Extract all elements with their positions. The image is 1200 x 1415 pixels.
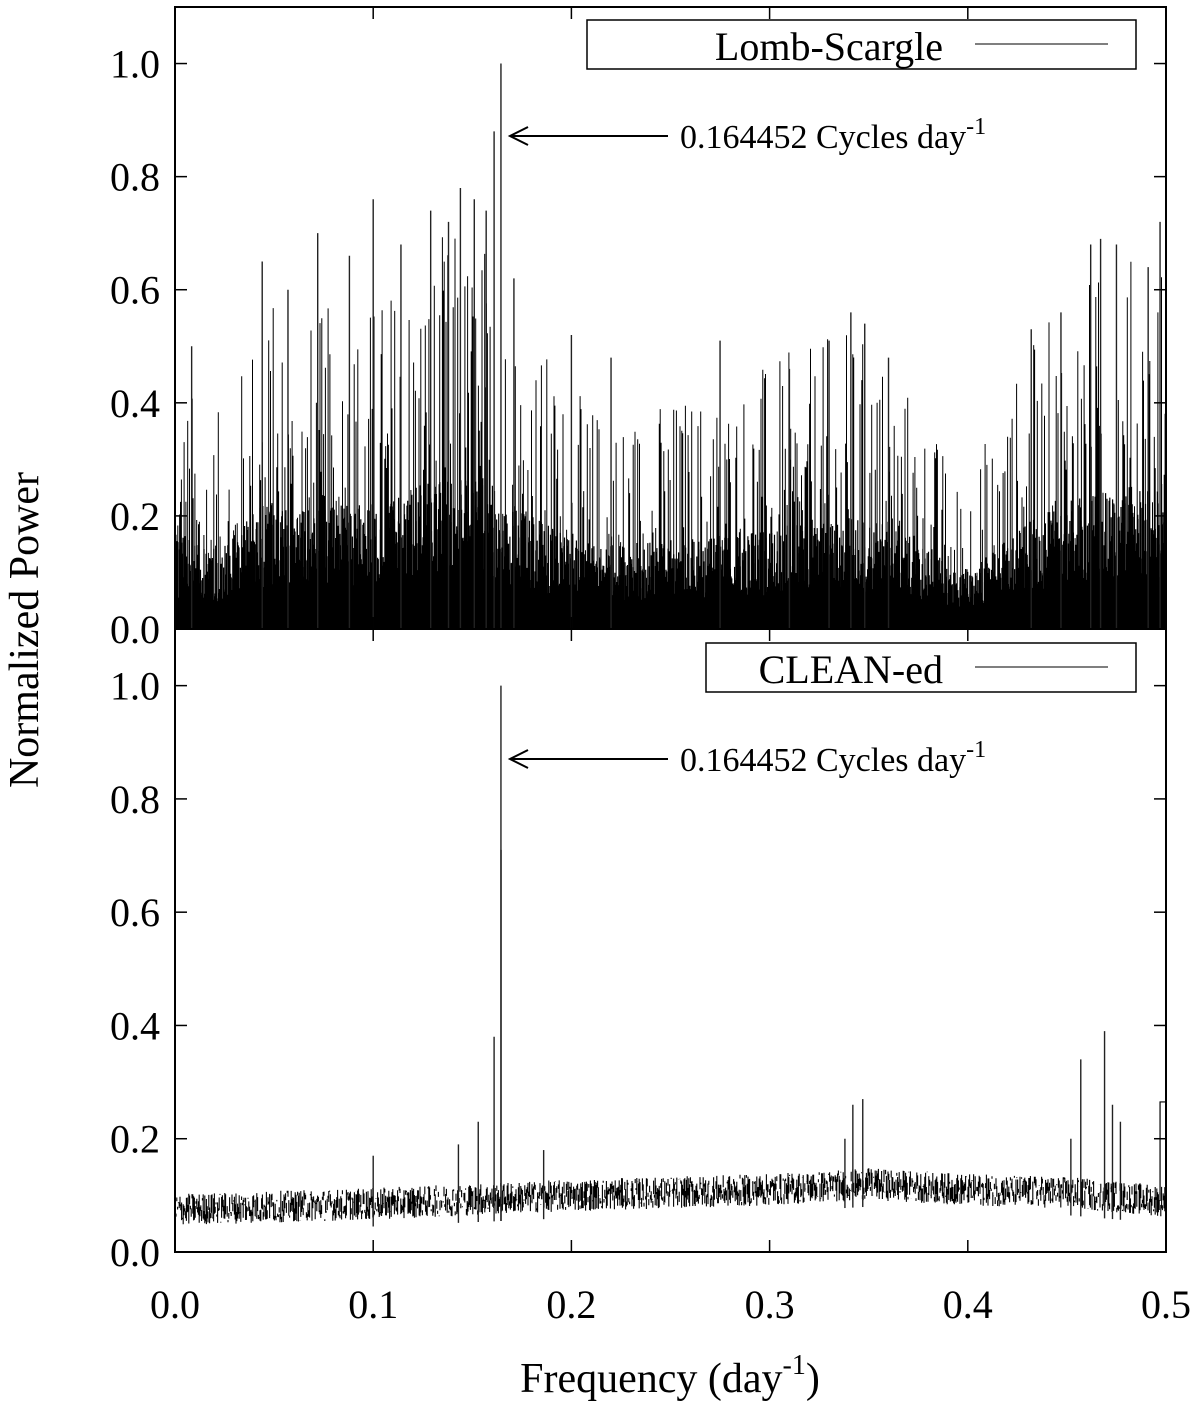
clean-ed-panel: 0.0 0.2 0.4 0.6 0.8 1.0 0.0 0.1 0.2 0.3 0.4 0.5 CL…: [110, 628, 1191, 1327]
x-tick-label: 0.2: [546, 1282, 596, 1327]
legend-label: Lomb-Scargle: [715, 24, 943, 69]
y-tick-label: 0.0: [110, 607, 160, 652]
lomb-scargle-noise: [175, 237, 1167, 629]
clean-ed-noise-trace: [175, 1168, 1167, 1225]
x-axis-label-main: Frequency (day: [520, 1356, 782, 1402]
y-tick-label: 1.0: [110, 664, 160, 709]
annotation-arrow-head: [507, 126, 529, 146]
annotation-label: 0.164452 Cycles day-1: [680, 114, 986, 156]
x-axis-label-suffix: ): [806, 1356, 820, 1402]
y-tick-label: 0.6: [110, 268, 160, 313]
annotation-superscript: -1: [966, 114, 986, 140]
annotation-text: 0.164452 Cycles day: [680, 119, 966, 156]
peak-annotation-top: 0.164452 Cycles day-1: [507, 114, 986, 156]
peak-annotation-bottom: 0.164452 Cycles day-1: [507, 737, 986, 779]
y-tick-label: 0.4: [110, 381, 160, 426]
step-end-mark: [1159, 1101, 1166, 1202]
bottom-x-tick-labels: 0.0 0.1 0.2 0.3 0.4 0.5: [150, 1282, 1191, 1327]
bottom-plot-frame: [174, 628, 1167, 1253]
x-axis-label-superscript: -1: [783, 1350, 806, 1381]
legend-box: [705, 642, 1137, 693]
top-y-tick-labels: 0.0 0.2 0.4 0.6 0.8 1.0: [110, 42, 160, 652]
x-tick-label: 0.4: [943, 1282, 993, 1327]
bottom-y-tick-labels: 0.0 0.2 0.4 0.6 0.8 1.0: [110, 664, 160, 1275]
lomb-scargle-panel: 0.0 0.2 0.4 0.6 0.8 1.0 Lomb-Scargle 0.164452…: [110, 6, 1167, 652]
lomb-scargle-peaks: [190, 63, 1161, 629]
y-tick-label: 0.2: [110, 1117, 160, 1162]
y-tick-label: 0.8: [110, 155, 160, 200]
bottom-axis-ticks: [174, 629, 1167, 1253]
y-tick-label: 1.0: [110, 42, 160, 87]
clean-ed-noise: [175, 1168, 1167, 1225]
x-axis-label: Frequency (day-1): [520, 1350, 820, 1402]
x-tick-label: 0.5: [1141, 1282, 1191, 1327]
y-tick-label: 0.8: [110, 777, 160, 822]
x-tick-label: 0.1: [348, 1282, 398, 1327]
x-tick-label: 0.3: [745, 1282, 795, 1327]
annotation-label: 0.164452 Cycles day-1: [680, 737, 986, 779]
clean-ed-peaks: [372, 685, 1166, 1227]
annotation-text: 0.164452 Cycles day: [680, 742, 966, 779]
clean-ed-legend: CLEAN-ed: [705, 642, 1137, 693]
annotation-superscript: -1: [966, 737, 986, 763]
y-tick-label: 0.2: [110, 494, 160, 539]
y-axis-label: Normalized Power: [2, 472, 48, 788]
x-tick-label: 0.0: [150, 1282, 200, 1327]
lomb-scargle-legend: Lomb-Scargle: [586, 19, 1137, 70]
legend-label: CLEAN-ed: [759, 647, 943, 692]
y-tick-label: 0.6: [110, 890, 160, 935]
y-tick-label: 0.4: [110, 1003, 160, 1048]
annotation-arrow-head: [507, 749, 529, 769]
y-tick-label: 0.0: [110, 1230, 160, 1275]
